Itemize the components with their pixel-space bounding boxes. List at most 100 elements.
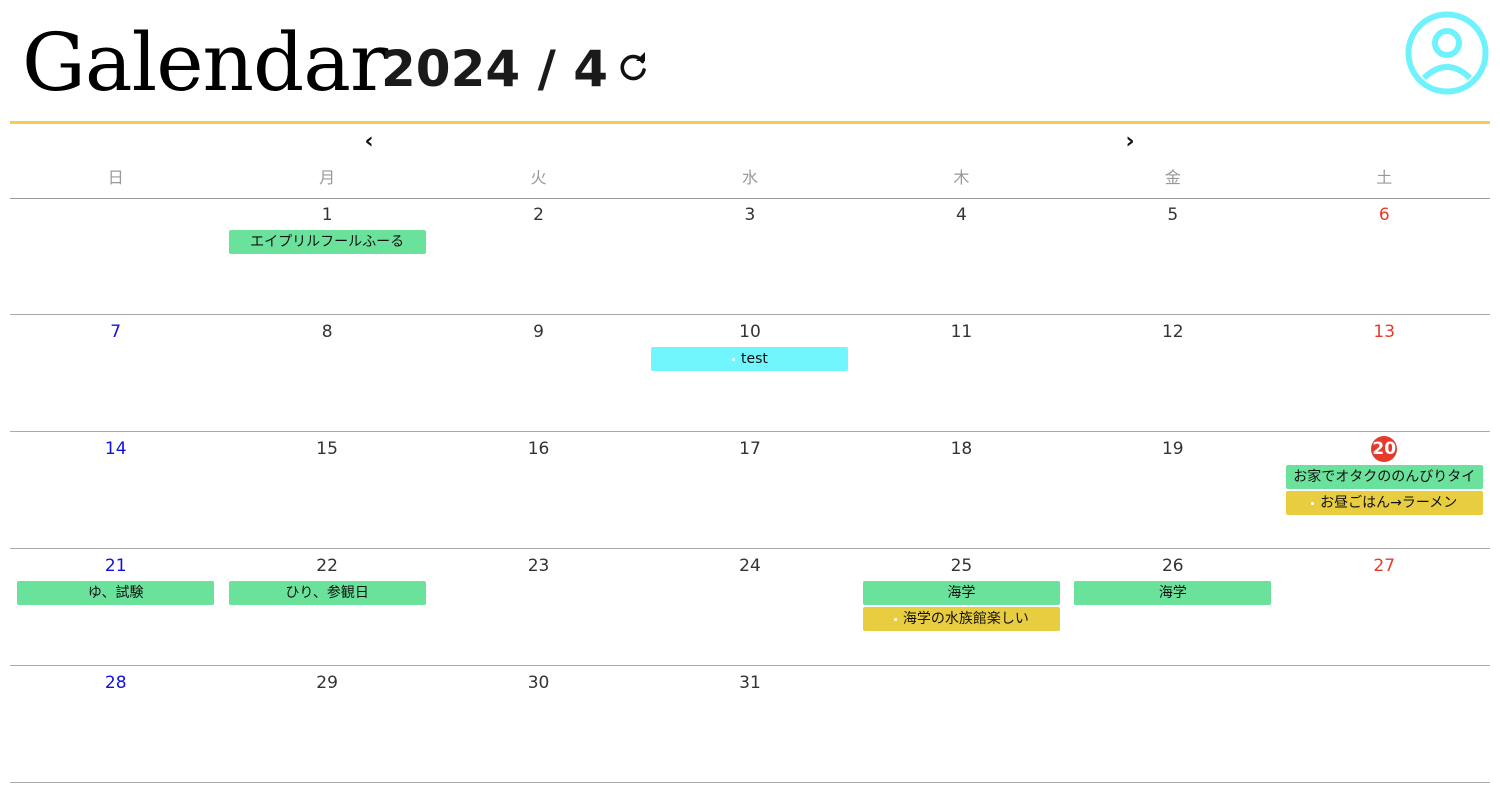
event-chip[interactable]: お家でオタクののんびりタイ	[1285, 465, 1483, 489]
weekday-wed: 水	[741, 168, 758, 187]
day-cell[interactable]: 1 エイプリルフールふーる	[221, 198, 432, 314]
day-cell[interactable]: 6	[1279, 198, 1490, 314]
date-number: 13	[1373, 322, 1396, 342]
day-cell[interactable]: 3	[644, 198, 855, 314]
date-number: 22	[316, 556, 338, 576]
day-cell[interactable]: 12	[1067, 315, 1278, 431]
week-row: 7 8 9 10 test 11 12 13	[10, 315, 1490, 432]
event-chip[interactable]: ゆ、試験	[17, 581, 215, 605]
day-cell[interactable]: 14	[10, 432, 221, 548]
day-cell[interactable]: 13	[1279, 315, 1490, 431]
date-number: 31	[739, 673, 761, 693]
day-cell[interactable]: 15	[221, 432, 432, 548]
date-number: 26	[1161, 556, 1184, 576]
day-cell[interactable]: 28	[10, 666, 221, 782]
date-number: 15	[316, 439, 338, 459]
day-cell[interactable]: 10 test	[644, 315, 855, 431]
event-dot-icon	[893, 617, 897, 621]
date-number: 8	[321, 322, 333, 342]
date-number: 5	[1167, 205, 1179, 225]
date-number	[102, 203, 130, 227]
day-cell[interactable]: 24	[644, 549, 855, 665]
event-title: お昼ごはん→ラーメン	[1320, 495, 1458, 511]
date-number: 28	[104, 673, 127, 693]
date-number	[1370, 671, 1398, 695]
date-number: 12	[1161, 322, 1184, 342]
week-row: 1 エイプリルフールふーる 2 3 4 5 6	[10, 198, 1490, 315]
event-chip[interactable]: お昼ごはん→ラーメン	[1285, 491, 1483, 515]
date-number: 2	[533, 205, 544, 225]
date-number: 7	[110, 322, 122, 342]
day-cell[interactable]: 20 お家でオタクののんびりタイお昼ごはん→ラーメン	[1279, 432, 1490, 548]
day-cell[interactable]: 11	[856, 315, 1067, 431]
weekday-thu: 木	[953, 168, 970, 187]
date-number: 14	[104, 439, 127, 459]
week-row: 21 ゆ、試験 22 ひり、参観日 23 24 25 海学 海学の水族館楽しい 26 海学 27	[10, 549, 1490, 666]
event-dot-icon	[1311, 501, 1315, 505]
date-number: 19	[1161, 439, 1184, 459]
day-cell[interactable]: 31	[644, 666, 855, 782]
date-number: 18	[950, 439, 973, 459]
date-number: 24	[739, 556, 761, 576]
weekday-tue: 火	[530, 168, 547, 187]
day-cell[interactable]: 23	[433, 549, 644, 665]
day-cell[interactable]	[1279, 666, 1490, 782]
weekday-mon: 月	[319, 168, 336, 187]
date-number: 27	[1373, 556, 1396, 576]
weekday-header: 日 月 火 水 木 金 土	[10, 166, 1490, 199]
day-cell[interactable]: 26 海学	[1067, 549, 1278, 665]
refresh-icon[interactable]	[614, 48, 652, 86]
month-title: 2024 / 4	[381, 40, 609, 98]
day-cell[interactable]	[856, 666, 1067, 782]
event-title: ゆ、試験	[87, 585, 144, 601]
date-number: 16	[527, 439, 550, 459]
date-number: 17	[739, 439, 761, 459]
event-chip[interactable]: ひり、参観日	[228, 581, 426, 605]
day-cell[interactable]	[10, 198, 221, 314]
date-number: 23	[527, 556, 550, 576]
event-title: test	[741, 351, 768, 367]
day-cell[interactable]: 21 ゆ、試験	[10, 549, 221, 665]
event-title: 海学	[947, 585, 976, 601]
day-cell[interactable]: 19	[1067, 432, 1278, 548]
prev-month-button[interactable]: ‹	[364, 129, 374, 154]
event-chip[interactable]: エイプリルフールふーる	[228, 230, 426, 254]
date-number: 6	[1378, 205, 1390, 225]
day-cell[interactable]: 7	[10, 315, 221, 431]
day-cell[interactable]: 25 海学 海学の水族館楽しい	[856, 549, 1067, 665]
next-month-button[interactable]: ›	[1125, 129, 1135, 154]
header-divider	[10, 121, 1490, 124]
day-cell[interactable]: 8	[221, 315, 432, 431]
event-chip[interactable]: 海学	[862, 581, 1060, 605]
day-cell[interactable]: 9	[433, 315, 644, 431]
event-chip[interactable]: 海学の水族館楽しい	[862, 607, 1060, 631]
date-number: 11	[950, 322, 973, 342]
event-title: ひり、参観日	[285, 585, 369, 601]
day-cell[interactable]: 5	[1067, 198, 1278, 314]
day-cell[interactable]: 2	[433, 198, 644, 314]
calendar-grid: 1 エイプリルフールふーる 2 3 4 5 6 7 8 9 10 test 11 12 13 14 15 16 17…	[10, 198, 1490, 783]
event-dot-icon	[732, 357, 736, 361]
event-chip[interactable]: test	[651, 347, 849, 371]
today-date-number: 20	[1371, 436, 1398, 462]
week-row: 28 29 30 31	[10, 666, 1490, 783]
day-cell[interactable]	[1067, 666, 1278, 782]
event-chip[interactable]: 海学	[1074, 581, 1272, 605]
event-title: 海学	[1158, 585, 1187, 601]
date-number: 4	[955, 205, 967, 225]
day-cell[interactable]: 18	[856, 432, 1067, 548]
user-avatar-icon[interactable]	[1404, 10, 1490, 96]
date-number: 1	[321, 205, 333, 225]
day-cell[interactable]: 16	[433, 432, 644, 548]
date-number: 9	[533, 322, 544, 342]
day-cell[interactable]: 4	[856, 198, 1067, 314]
day-cell[interactable]: 27	[1279, 549, 1490, 665]
day-cell[interactable]: 17	[644, 432, 855, 548]
day-cell[interactable]: 29	[221, 666, 432, 782]
date-number: 30	[527, 673, 550, 693]
event-title: エイプリルフールふーる	[250, 234, 405, 250]
date-number: 21	[104, 556, 127, 576]
day-cell[interactable]: 22 ひり、参観日	[221, 549, 432, 665]
day-cell[interactable]: 30	[433, 666, 644, 782]
weekday-fri: 金	[1164, 168, 1181, 187]
